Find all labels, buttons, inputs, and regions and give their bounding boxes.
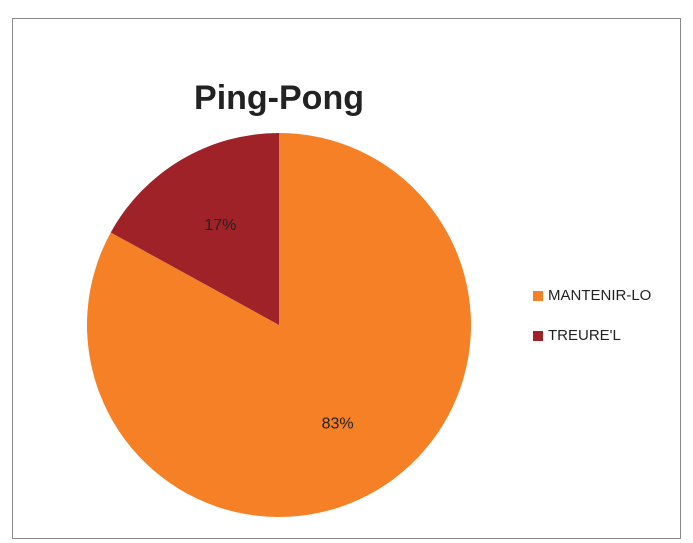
data-label: 17% (204, 217, 236, 234)
data-label: 83% (322, 415, 354, 432)
pie-slice (110, 133, 279, 325)
legend-label: TREURE'L (548, 327, 621, 344)
legend-swatch (533, 331, 543, 341)
chart-title: Ping-Pong (194, 79, 364, 117)
legend-swatch (533, 291, 543, 301)
legend-label: MANTENIR-LO (548, 287, 651, 304)
